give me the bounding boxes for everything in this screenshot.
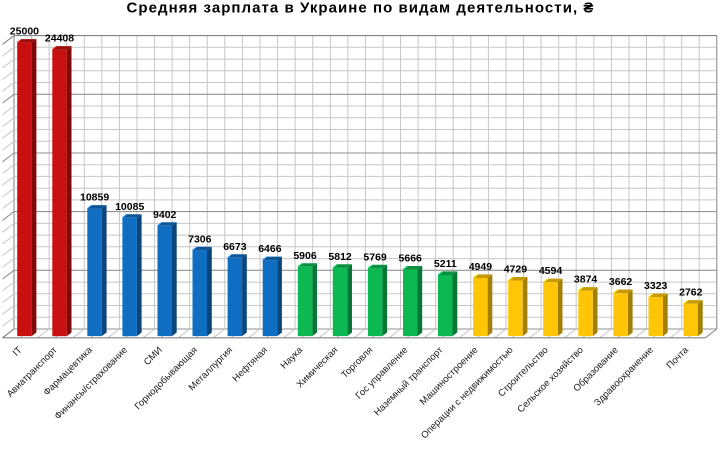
svg-text:4729: 4729 [504,264,528,276]
svg-text:Средняя зарплата в Украине по: Средняя зарплата в Украине по видам деят… [127,0,595,16]
svg-text:10859: 10859 [80,192,109,204]
svg-text:10085: 10085 [115,201,144,213]
svg-text:5211: 5211 [434,258,457,270]
svg-text:9402: 9402 [153,209,177,221]
svg-text:3874: 3874 [574,274,598,286]
svg-text:6466: 6466 [258,243,282,255]
svg-text:7306: 7306 [188,233,212,245]
svg-text:5666: 5666 [399,253,423,265]
svg-text:4594: 4594 [539,265,563,277]
svg-text:2762: 2762 [679,287,703,299]
svg-text:4949: 4949 [469,261,493,273]
svg-text:5812: 5812 [328,251,352,263]
svg-text:25000: 25000 [10,26,39,38]
svg-text:5769: 5769 [363,251,387,263]
svg-text:3662: 3662 [609,276,633,288]
svg-text:24408: 24408 [45,33,74,45]
svg-text:3323: 3323 [644,280,668,292]
svg-text:6673: 6673 [223,241,247,253]
svg-text:5906: 5906 [293,250,317,262]
